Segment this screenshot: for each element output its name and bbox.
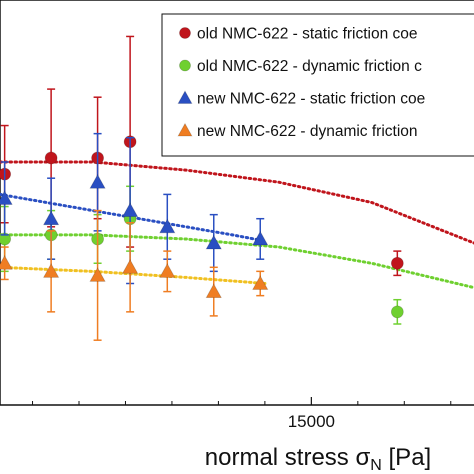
series-4	[0, 209, 269, 341]
series-3	[0, 132, 269, 285]
legend-items: old NMC-622 - static friction coe old NMC…	[177, 26, 425, 140]
legend-label: new NMC-622 - static friction coe	[197, 91, 425, 108]
fit-curve	[0, 265, 267, 285]
data-point	[44, 151, 58, 165]
data-point	[205, 283, 222, 299]
data-point	[42, 263, 60, 278]
fit-curves	[0, 160, 474, 290]
data-point	[121, 202, 139, 218]
data-point	[252, 230, 269, 246]
x-axis-title-space	[382, 444, 389, 471]
data-point	[0, 254, 13, 270]
data-point	[0, 190, 13, 205]
fit-curve	[0, 160, 474, 245]
data-point	[390, 305, 404, 319]
legend-label: old NMC-622 - static friction coe	[197, 26, 418, 43]
x-axis-title: normal stress σN [Pa]	[205, 444, 431, 474]
legend-label: new NMC-622 - dynamic friction	[197, 123, 418, 140]
data-points	[0, 35, 404, 341]
data-point	[89, 173, 106, 189]
data-point	[121, 258, 139, 274]
series-2	[0, 185, 404, 325]
data-point	[159, 218, 176, 234]
ticks-layer: 15000	[32, 397, 452, 431]
x-axis-title-text: normal stress σ	[205, 444, 371, 471]
data-point	[159, 263, 176, 278]
legend-marker	[179, 59, 191, 72]
fit-curve	[0, 192, 267, 243]
legend-marker	[177, 122, 193, 137]
data-point	[42, 210, 60, 226]
data-point	[252, 275, 269, 290]
x-tick-label: 15000	[288, 412, 335, 431]
fit-curve	[0, 233, 474, 290]
data-point	[390, 256, 404, 270]
legend-marker	[179, 27, 191, 39]
legend-label: old NMC-622 - dynamic friction c	[197, 58, 422, 75]
legend: old NMC-622 - static friction coe old NMC…	[161, 13, 474, 157]
data-point	[89, 267, 106, 282]
legend-box	[161, 13, 474, 157]
x-axis-title-subscript: N	[370, 457, 382, 474]
legend-marker	[177, 90, 193, 104]
data-point	[205, 234, 222, 250]
x-axis-title-unit: [Pa]	[389, 444, 432, 471]
